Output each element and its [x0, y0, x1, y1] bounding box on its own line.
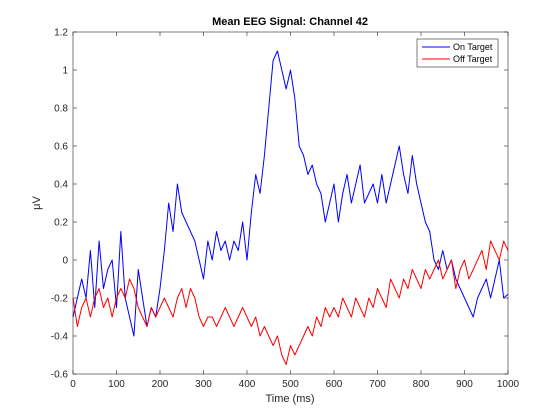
legend-label-off-target: Off Target: [453, 54, 493, 64]
y-tick-label: 0: [62, 256, 68, 267]
y-tick-label: -0.6: [51, 370, 69, 381]
x-tick-label: 700: [369, 379, 386, 390]
x-tick-label: 800: [413, 379, 430, 390]
chart-title: Mean EEG Signal: Channel 42: [212, 16, 368, 28]
x-tick-label: 200: [152, 379, 169, 390]
x-tick-label: 500: [282, 379, 299, 390]
legend-label-on-target: On Target: [453, 42, 493, 52]
y-tick-label: 0.2: [54, 218, 68, 229]
x-tick-label: 300: [195, 379, 212, 390]
y-tick-label: 0.8: [54, 104, 68, 115]
y-tick-label: 0.4: [54, 180, 68, 191]
y-tick-label: 1: [62, 66, 68, 77]
plot-area: [72, 31, 509, 375]
legend-box: [416, 38, 499, 68]
x-tick-label: 0: [70, 379, 76, 390]
x-axis-label: Time (ms): [265, 393, 314, 405]
x-tick-label: 1000: [497, 379, 520, 390]
y-tick-label: -0.2: [51, 294, 69, 305]
x-tick-label: 100: [108, 379, 125, 390]
y-tick-label: 0.6: [54, 142, 68, 153]
plot-background: [73, 32, 508, 374]
x-tick-label: 900: [456, 379, 473, 390]
series-layer: [72, 50, 509, 365]
legend: On Target Off Target: [416, 38, 499, 68]
x-tick-label: 400: [239, 379, 256, 390]
y-tick-label: -0.4: [51, 332, 69, 343]
x-tick-label: 600: [326, 379, 343, 390]
series-line-off-target: [72, 240, 509, 365]
y-axis: -0.6 -0.4 -0.2 0 0.2 0.4 0.6 0.8 1 1.2: [51, 28, 508, 381]
x-axis: 0 100 200 300 400 500 600 700 800 900 1000: [70, 32, 520, 390]
y-tick-label: 1.2: [54, 28, 68, 39]
y-axis-label: μV: [31, 196, 43, 210]
series-line-on-target: [72, 50, 509, 337]
